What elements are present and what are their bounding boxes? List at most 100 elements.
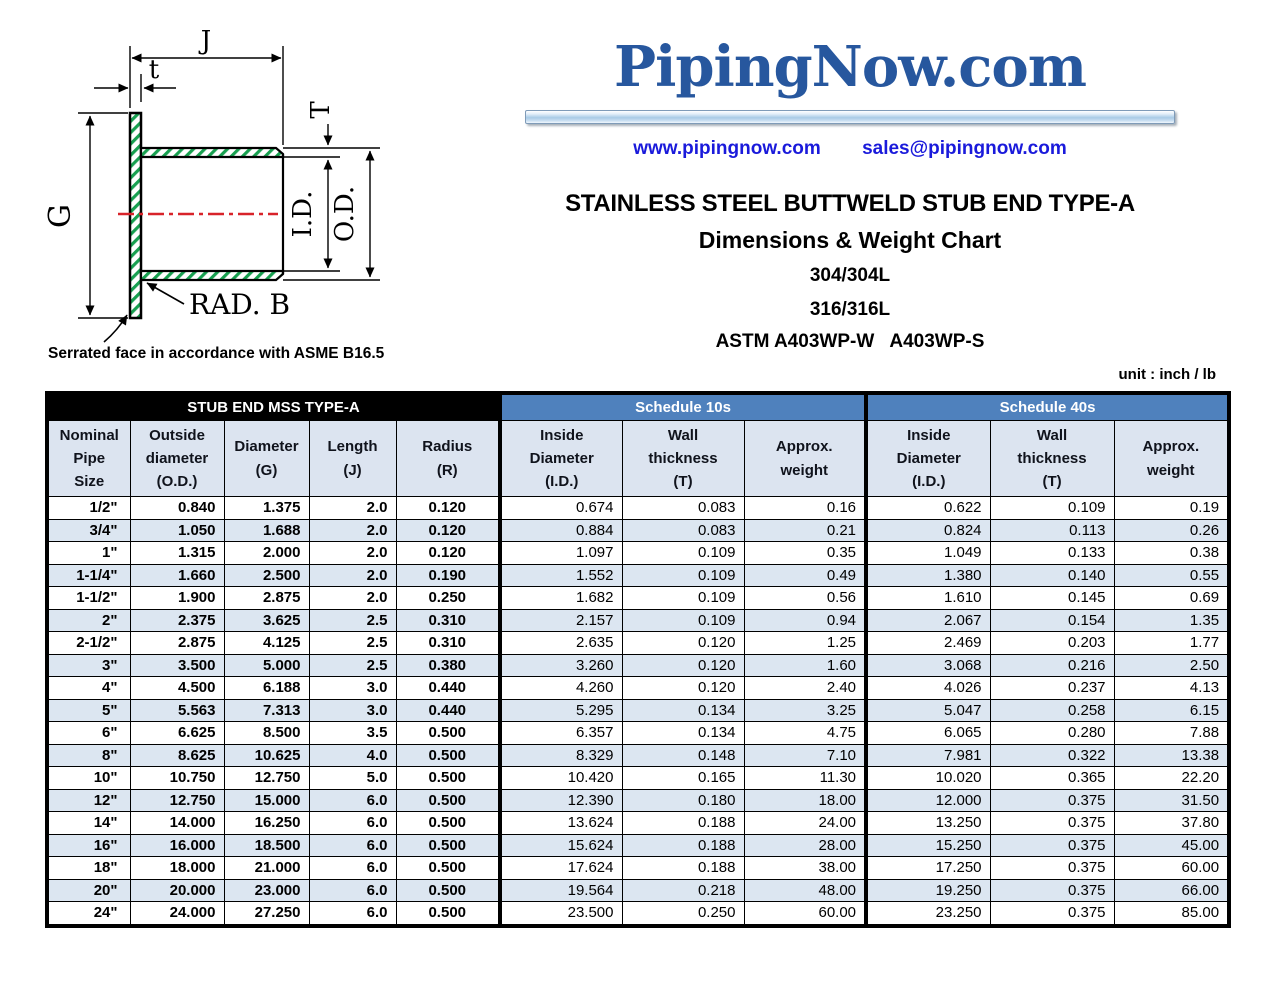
cell-r2-c10: 0.38 bbox=[1113, 541, 1230, 565]
cell-r1-c8: 0.824 bbox=[864, 518, 991, 542]
cell-r9-c6: 0.134 bbox=[621, 698, 745, 722]
cell-r7-c4: 0.380 bbox=[395, 653, 501, 677]
cell-r0-c4: 0.120 bbox=[395, 496, 501, 520]
cell-r2-c4: 0.120 bbox=[395, 541, 501, 565]
cell-r17-c5: 19.564 bbox=[498, 878, 623, 902]
cell-r8-c1: 4.500 bbox=[129, 676, 225, 700]
cell-r3-c9: 0.140 bbox=[989, 563, 1115, 587]
astm-spec: ASTM A403WP-W A403WP-S bbox=[715, 331, 985, 352]
dimension-t bbox=[94, 74, 176, 102]
table-row: 16" 16.000 18.500 6.0 0.500 15.624 0.188 28.00 1… bbox=[46, 833, 1230, 857]
cell-r4-c10: 0.69 bbox=[1113, 586, 1230, 610]
cell-r7-c8: 3.068 bbox=[864, 653, 991, 677]
col-header-id-10s: Inside Diameter (I.D.) bbox=[498, 420, 623, 497]
cell-r15-c0: 16" bbox=[46, 833, 131, 857]
cell-r6-c7: 1.25 bbox=[743, 631, 867, 655]
cell-r5-c6: 0.109 bbox=[621, 608, 745, 632]
label-g: G bbox=[43, 204, 78, 228]
table-row: 2" 2.375 3.625 2.5 0.310 2.157 0.109 0.94 2.067 0… bbox=[46, 608, 1230, 632]
col-header-id-40s: Inside Diameter (I.D.) bbox=[864, 420, 991, 497]
group-header-row: STUB END MSS TYPE-A Schedule 10s Schedul… bbox=[46, 392, 1230, 421]
cell-r13-c2: 15.000 bbox=[223, 788, 310, 812]
cell-r18-c8: 23.250 bbox=[864, 901, 991, 926]
cell-r13-c0: 12" bbox=[46, 788, 131, 812]
cell-r12-c3: 5.0 bbox=[308, 766, 397, 790]
cell-r3-c3: 2.0 bbox=[308, 563, 397, 587]
cell-r3-c2: 2.500 bbox=[223, 563, 310, 587]
cell-r12-c10: 22.20 bbox=[1113, 766, 1230, 790]
cell-r0-c5: 0.674 bbox=[498, 496, 623, 520]
cell-r15-c7: 28.00 bbox=[743, 833, 867, 857]
label-id: I.D. bbox=[288, 191, 318, 238]
cell-r5-c9: 0.154 bbox=[989, 608, 1115, 632]
cell-r0-c8: 0.622 bbox=[864, 496, 991, 520]
cell-r5-c7: 0.94 bbox=[743, 608, 867, 632]
cell-r16-c6: 0.188 bbox=[621, 856, 745, 880]
cell-r12-c4: 0.500 bbox=[395, 766, 501, 790]
cell-r17-c6: 0.218 bbox=[621, 878, 745, 902]
cell-r5-c2: 3.625 bbox=[223, 608, 310, 632]
cell-r17-c0: 20" bbox=[46, 878, 131, 902]
cell-r18-c4: 0.500 bbox=[395, 901, 501, 926]
cell-r18-c0: 24" bbox=[46, 901, 131, 926]
cell-r14-c2: 16.250 bbox=[223, 811, 310, 835]
label-rad-b: RAD. B bbox=[189, 288, 290, 321]
cell-r13-c10: 31.50 bbox=[1113, 788, 1230, 812]
cell-r18-c2: 27.250 bbox=[223, 901, 310, 926]
table-row: 1" 1.315 2.000 2.0 0.120 1.097 0.109 0.35 1.049 0… bbox=[46, 541, 1230, 565]
cell-r10-c7: 4.75 bbox=[743, 721, 867, 745]
cell-r14-c7: 24.00 bbox=[743, 811, 867, 835]
cell-r6-c9: 0.203 bbox=[989, 631, 1115, 655]
cell-r15-c4: 0.500 bbox=[395, 833, 501, 857]
cell-r2-c7: 0.35 bbox=[743, 541, 867, 565]
cell-r16-c9: 0.375 bbox=[989, 856, 1115, 880]
cell-r18-c5: 23.500 bbox=[498, 901, 623, 926]
cell-r14-c1: 14.000 bbox=[129, 811, 225, 835]
cell-r4-c8: 1.610 bbox=[864, 586, 991, 610]
group-header-schedule-40s: Schedule 40s bbox=[864, 392, 1230, 421]
grade-304: 304/304L bbox=[809, 265, 891, 286]
page-title: STAINLESS STEEL BUTTWELD STUB END TYPE-A bbox=[565, 190, 1135, 217]
col-header-length-j: Length (J) bbox=[308, 420, 397, 497]
cell-r4-c5: 1.682 bbox=[498, 586, 623, 610]
table-row: 4" 4.500 6.188 3.0 0.440 4.260 0.120 2.40 4.026 0… bbox=[46, 676, 1230, 700]
col-header-weight-40s: Approx. weight bbox=[1113, 420, 1230, 497]
cell-r12-c2: 12.750 bbox=[223, 766, 310, 790]
cell-r3-c0: 1-1/4" bbox=[46, 563, 131, 587]
dimension-wall-t bbox=[283, 124, 380, 158]
cell-r2-c9: 0.133 bbox=[989, 541, 1115, 565]
cell-r1-c10: 0.26 bbox=[1113, 518, 1230, 542]
cell-r5-c0: 2" bbox=[46, 608, 131, 632]
cell-r9-c7: 3.25 bbox=[743, 698, 867, 722]
stub-end-diagram: J t G T I.D. bbox=[43, 26, 385, 362]
cell-r7-c9: 0.216 bbox=[989, 653, 1115, 677]
email-link[interactable]: sales@pipingnow.com bbox=[862, 138, 1067, 159]
cell-r16-c7: 38.00 bbox=[743, 856, 867, 880]
cell-r17-c8: 19.250 bbox=[864, 878, 991, 902]
cell-r4-c2: 2.875 bbox=[223, 586, 310, 610]
cell-r9-c4: 0.440 bbox=[395, 698, 501, 722]
cell-r9-c8: 5.047 bbox=[864, 698, 991, 722]
contact-line: www.pipingnow.com sales@pipingnow.com bbox=[470, 138, 1230, 160]
table-row: 2-1/2" 2.875 4.125 2.5 0.310 2.635 0.120 1.25 2.… bbox=[46, 631, 1230, 655]
cell-r14-c9: 0.375 bbox=[989, 811, 1115, 835]
cell-r7-c2: 5.000 bbox=[223, 653, 310, 677]
cell-r4-c9: 0.145 bbox=[989, 586, 1115, 610]
cell-r6-c6: 0.120 bbox=[621, 631, 745, 655]
cell-r1-c3: 2.0 bbox=[308, 518, 397, 542]
cell-r0-c1: 0.840 bbox=[129, 496, 225, 520]
website-link[interactable]: www.pipingnow.com bbox=[633, 138, 821, 159]
table-row: 1-1/2" 1.900 2.875 2.0 0.250 1.682 0.109 0.56 1.… bbox=[46, 586, 1230, 610]
cell-r3-c6: 0.109 bbox=[621, 563, 745, 587]
table-row: 8" 8.625 10.625 4.0 0.500 8.329 0.148 7.10 7.981… bbox=[46, 743, 1230, 767]
label-j: J bbox=[198, 26, 211, 56]
rad-b-leader bbox=[146, 282, 185, 305]
cell-r8-c8: 4.026 bbox=[864, 676, 991, 700]
cell-r5-c5: 2.157 bbox=[498, 608, 623, 632]
cell-r4-c0: 1-1/2" bbox=[46, 586, 131, 610]
cell-r14-c3: 6.0 bbox=[308, 811, 397, 835]
cell-r15-c6: 0.188 bbox=[621, 833, 745, 857]
cell-r6-c3: 2.5 bbox=[308, 631, 397, 655]
serrated-face-note: Serrated face in accordance with ASME B1… bbox=[48, 345, 385, 362]
